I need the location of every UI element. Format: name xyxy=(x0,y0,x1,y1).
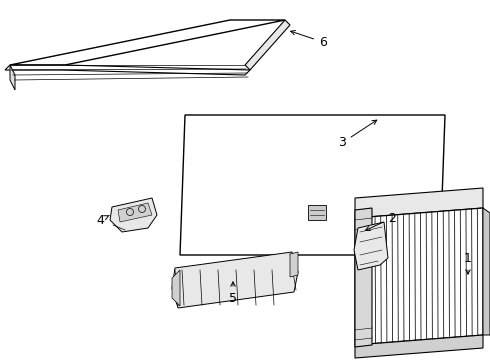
Text: 1: 1 xyxy=(464,252,472,274)
Polygon shape xyxy=(10,20,285,65)
Polygon shape xyxy=(355,188,483,218)
Polygon shape xyxy=(308,205,326,220)
Polygon shape xyxy=(172,270,180,306)
Polygon shape xyxy=(483,208,490,335)
Polygon shape xyxy=(355,335,483,358)
Polygon shape xyxy=(355,208,483,345)
Polygon shape xyxy=(10,65,15,90)
Polygon shape xyxy=(290,252,298,277)
Polygon shape xyxy=(245,20,290,70)
Polygon shape xyxy=(180,115,445,255)
Polygon shape xyxy=(110,198,157,232)
Polygon shape xyxy=(354,222,388,270)
Text: 2: 2 xyxy=(366,211,396,230)
Text: 6: 6 xyxy=(291,31,327,49)
Polygon shape xyxy=(5,65,250,75)
Text: 5: 5 xyxy=(229,282,237,305)
Text: 4: 4 xyxy=(96,213,109,226)
Polygon shape xyxy=(118,203,152,222)
Text: 3: 3 xyxy=(338,120,377,149)
Polygon shape xyxy=(172,252,298,308)
Polygon shape xyxy=(355,208,372,347)
